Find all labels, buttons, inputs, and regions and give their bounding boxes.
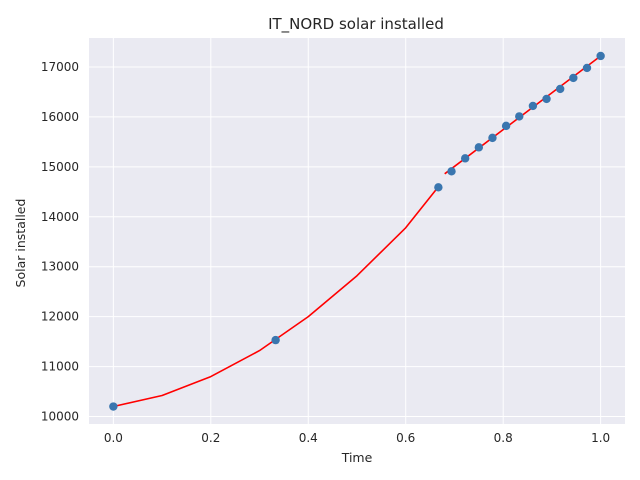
data-point	[488, 133, 497, 143]
x-tick-label: 0.0	[104, 431, 123, 445]
data-point	[109, 402, 118, 411]
y-tick-label: 16000	[41, 110, 79, 124]
y-tick-label: 15000	[41, 160, 79, 174]
chart-title: IT_NORD solar installed	[268, 15, 444, 34]
y-tick-label: 12000	[41, 310, 79, 324]
data-point	[434, 183, 443, 192]
y-tick-label: 13000	[41, 260, 79, 274]
data-point	[555, 84, 565, 94]
x-axis-ticks: 0.0 0.2 0.4 0.6 0.8 1.0	[104, 431, 610, 445]
x-tick-label: 0.4	[299, 431, 318, 445]
data-point	[528, 101, 538, 111]
data-point	[515, 112, 524, 121]
data-point	[501, 121, 511, 131]
plot-area	[89, 38, 625, 424]
data-point	[271, 335, 280, 345]
x-tick-label: 0.2	[201, 431, 220, 445]
x-tick-label: 0.8	[494, 431, 513, 445]
fit-curve	[113, 186, 440, 408]
data-point	[542, 94, 551, 104]
grid	[89, 38, 625, 424]
data-point	[582, 63, 592, 73]
data-points	[109, 51, 605, 411]
x-tick-label: 1.0	[591, 431, 610, 445]
data-point	[596, 51, 605, 61]
y-tick-label: 14000	[41, 210, 79, 224]
data-point	[569, 73, 578, 83]
y-tick-label: 11000	[41, 360, 79, 374]
x-axis-label: Time	[341, 450, 373, 465]
data-point	[447, 167, 456, 176]
y-axis-ticks: 10000 11000 12000 13000 14000 15000 16000 17000	[41, 60, 79, 424]
data-point	[460, 154, 470, 163]
y-tick-label: 17000	[41, 60, 79, 74]
x-tick-label: 0.6	[396, 431, 415, 445]
y-tick-label: 10000	[41, 410, 79, 424]
data-point	[474, 143, 484, 152]
y-axis-label: Solar installed	[13, 199, 28, 288]
